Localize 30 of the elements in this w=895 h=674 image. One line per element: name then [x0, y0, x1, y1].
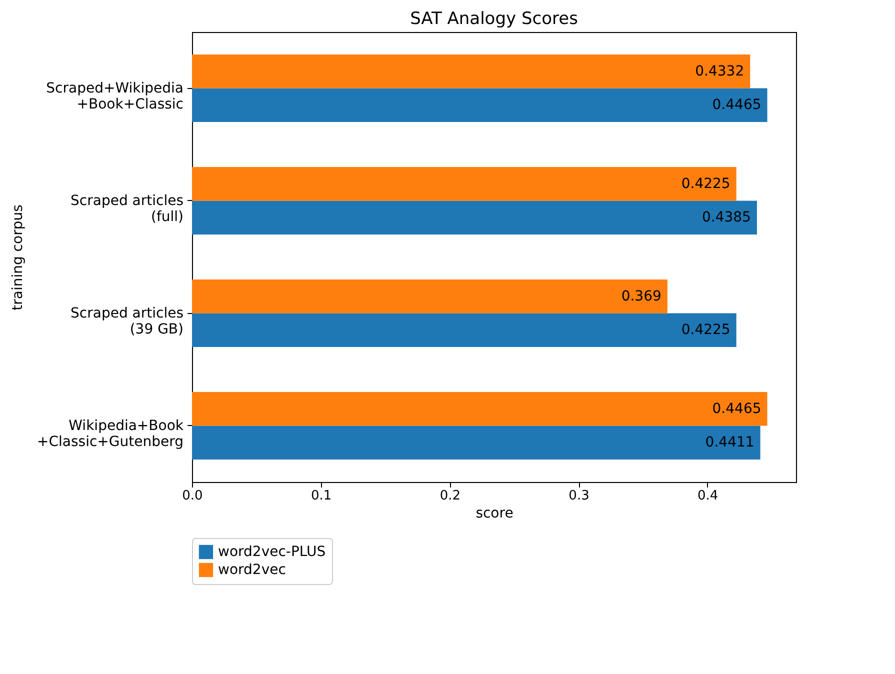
data-label: 0.369 — [621, 288, 662, 304]
bar — [192, 392, 768, 426]
x-tick-label: 0.0 — [182, 488, 203, 504]
legend-label: word2vec — [218, 562, 286, 578]
x-axis-title: score — [476, 506, 514, 522]
bar — [192, 54, 750, 88]
data-label: 0.4411 — [705, 434, 754, 451]
y-tick-label: Wikipedia+Book +Classic+Gutenberg — [37, 418, 184, 450]
y-tick-label: Scraped+Wikipedia +Book+Classic — [46, 80, 184, 112]
data-label: 0.4332 — [695, 63, 744, 80]
bar — [192, 200, 757, 234]
bar — [192, 426, 760, 460]
bar — [192, 88, 768, 122]
y-tick-label: Scraped articles (39 GB) — [70, 305, 184, 338]
x-tick-label: 0.3 — [568, 488, 590, 504]
chart-title: SAT Analogy Scores — [410, 9, 578, 29]
data-label: 0.4225 — [681, 176, 730, 192]
bar — [192, 167, 736, 201]
y-tick-label: Scraped articles (full) — [70, 192, 184, 225]
data-label: 0.4465 — [712, 400, 762, 417]
data-label: 0.4465 — [712, 97, 762, 114]
data-label: 0.4225 — [681, 322, 730, 338]
bar — [192, 313, 736, 347]
bar — [192, 280, 668, 314]
data-label: 0.4385 — [702, 210, 751, 226]
x-tick-label: 0.1 — [310, 488, 332, 504]
y-axis-title: training corpus — [10, 204, 26, 310]
x-tick-label: 0.2 — [440, 488, 461, 504]
x-tick-label: 0.4 — [698, 488, 718, 504]
legend-label: word2vec-PLUS — [218, 544, 326, 560]
